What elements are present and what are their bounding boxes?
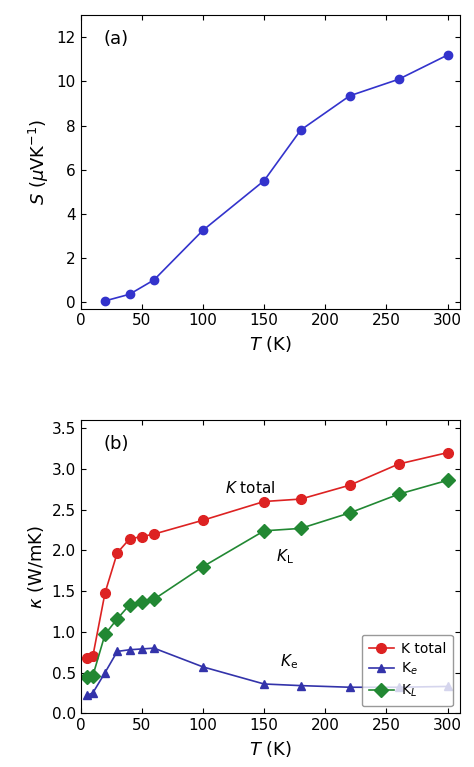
- K total: [200, 515, 206, 525]
- K total: [347, 481, 353, 490]
- K$_e$: [84, 691, 90, 700]
- K total: [298, 495, 304, 504]
- Line: K total: K total: [82, 448, 452, 663]
- K$_L$: [396, 489, 401, 499]
- K total: [102, 588, 108, 597]
- K$_e$: [298, 681, 304, 690]
- K$_e$: [347, 683, 353, 692]
- K$_L$: [102, 630, 108, 639]
- K total: [445, 448, 450, 457]
- K total: [84, 653, 90, 663]
- K$_L$: [151, 594, 157, 604]
- K$_e$: [127, 645, 132, 654]
- K total: [90, 652, 96, 661]
- K$_L$: [84, 673, 90, 682]
- K$_L$: [200, 562, 206, 571]
- Line: K$_L$: K$_L$: [82, 476, 452, 683]
- Text: $K_\mathrm{e}$: $K_\mathrm{e}$: [280, 652, 298, 671]
- K total: [114, 548, 120, 558]
- Y-axis label: $S$ ($\mu$VK$^{-1}$): $S$ ($\mu$VK$^{-1}$): [27, 119, 51, 206]
- X-axis label: $T$ (K): $T$ (K): [249, 334, 292, 354]
- Y-axis label: $\kappa$ (W/mK): $\kappa$ (W/mK): [26, 525, 46, 609]
- K$_e$: [200, 662, 206, 671]
- K$_L$: [298, 524, 304, 533]
- K$_L$: [261, 526, 267, 535]
- K$_e$: [151, 644, 157, 653]
- K total: [127, 535, 132, 544]
- K$_e$: [396, 683, 401, 692]
- Text: (b): (b): [103, 435, 129, 453]
- K$_L$: [139, 597, 145, 606]
- K$_e$: [139, 644, 145, 653]
- K$_L$: [90, 671, 96, 680]
- Text: $K$ total: $K$ total: [225, 480, 275, 496]
- Legend: K total, K$_e$, K$_L$: K total, K$_e$, K$_L$: [362, 634, 453, 706]
- K total: [139, 532, 145, 542]
- K$_e$: [114, 647, 120, 656]
- K$_e$: [102, 668, 108, 677]
- Line: K$_e$: K$_e$: [82, 644, 452, 700]
- K$_L$: [347, 509, 353, 518]
- K total: [396, 459, 401, 469]
- K$_e$: [261, 680, 267, 689]
- K$_e$: [90, 688, 96, 697]
- Text: $K_\mathrm{L}$: $K_\mathrm{L}$: [276, 547, 294, 566]
- K$_e$: [445, 682, 450, 691]
- K$_L$: [127, 601, 132, 610]
- K total: [151, 529, 157, 538]
- K$_L$: [114, 614, 120, 624]
- Text: (a): (a): [103, 30, 128, 48]
- K$_L$: [445, 476, 450, 485]
- X-axis label: $T$ (K): $T$ (K): [249, 739, 292, 759]
- K total: [261, 497, 267, 506]
